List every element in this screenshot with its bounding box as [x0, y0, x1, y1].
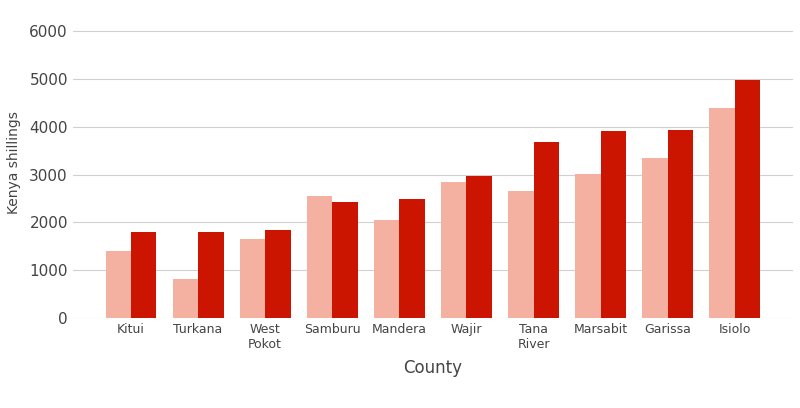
Bar	[441, 182, 466, 318]
Bar	[106, 251, 131, 318]
Bar	[374, 220, 399, 318]
Bar	[332, 202, 358, 318]
Bar	[306, 196, 332, 318]
Bar	[642, 158, 668, 318]
Bar	[131, 232, 157, 318]
Bar	[173, 279, 198, 318]
Bar	[735, 80, 760, 318]
Bar	[399, 199, 425, 318]
X-axis label: County: County	[403, 359, 462, 377]
Bar	[508, 191, 534, 318]
Bar	[601, 131, 626, 318]
Y-axis label: Kenya shillings: Kenya shillings	[7, 111, 21, 214]
Bar	[575, 174, 601, 318]
Bar	[534, 142, 559, 318]
Bar	[265, 230, 290, 318]
Bar	[240, 239, 265, 318]
Bar	[466, 175, 492, 318]
Bar	[668, 130, 694, 318]
Bar	[710, 108, 735, 318]
Bar	[198, 232, 223, 318]
